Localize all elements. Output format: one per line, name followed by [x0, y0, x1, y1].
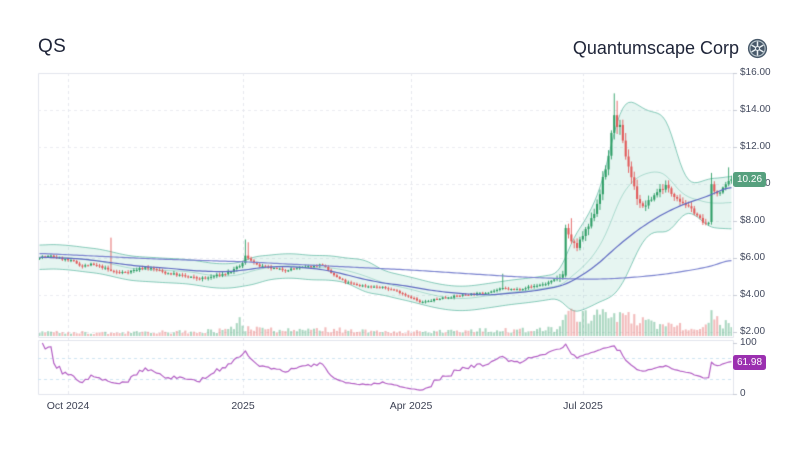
last-price-badge: 10.26 [733, 172, 767, 187]
x-axis-label: Oct 2024 [46, 400, 90, 412]
price-axis-label: $12.00 [740, 141, 771, 152]
price-axis-label: $2.00 [740, 326, 766, 337]
price-axis-label: $8.00 [740, 215, 766, 226]
company-header: Quantumscape Corp [573, 38, 768, 59]
x-axis-label: Jul 2025 [563, 400, 603, 412]
price-axis-label: $14.00 [740, 104, 771, 115]
x-axis-label: Apr 2025 [389, 400, 433, 412]
ticker-symbol: QS [38, 36, 67, 57]
company-logo-wheel-icon [747, 38, 768, 59]
price-axis-label: $6.00 [740, 252, 766, 263]
rsi-value-badge: 61.98 [733, 355, 767, 370]
price-axis-label: $16.00 [740, 67, 771, 78]
rsi-axis-label: 0 [740, 388, 746, 399]
price-axis-label: $4.00 [740, 289, 766, 300]
x-axis-label: 2025 [231, 400, 255, 412]
rsi-axis-label: 100 [740, 337, 757, 348]
company-name: Quantumscape Corp [572, 38, 739, 58]
